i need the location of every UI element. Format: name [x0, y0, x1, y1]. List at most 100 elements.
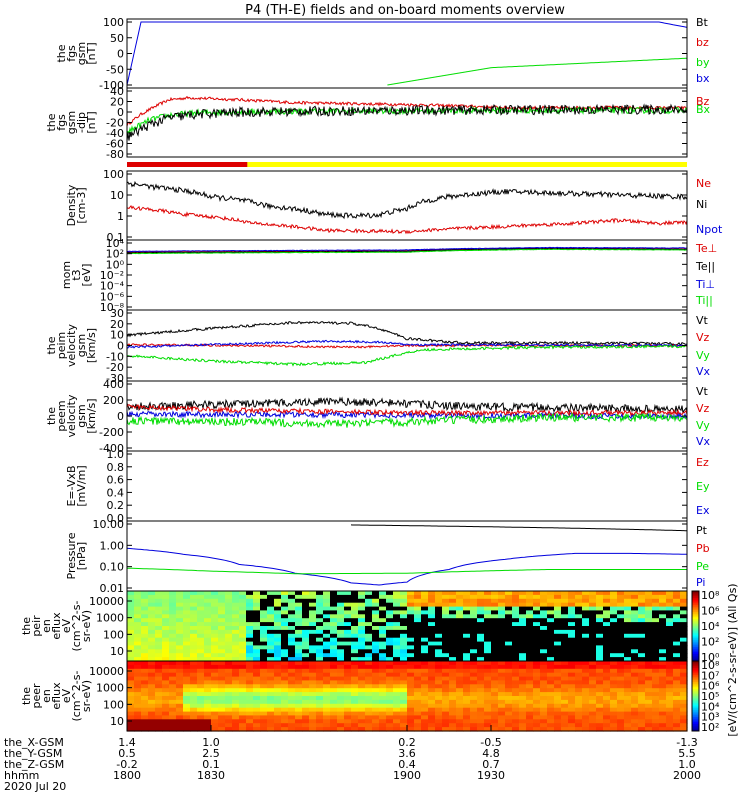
spec-cell [470, 606, 478, 612]
spec-cell [512, 684, 520, 689]
spec-cell [351, 668, 359, 674]
spec-cell [456, 707, 464, 713]
spec-cell [169, 598, 177, 604]
spec-cell [155, 711, 163, 717]
spec-cell [582, 633, 590, 639]
ytick-label: 100 [103, 628, 124, 641]
spec-cell [386, 727, 394, 732]
spec-cell [526, 618, 534, 623]
spec-cell [169, 591, 177, 596]
spec-cell [232, 684, 240, 689]
spec-cell [386, 668, 394, 674]
spec-cell [596, 668, 604, 674]
spec-cell [547, 591, 555, 596]
spec-cell [176, 594, 184, 600]
spec-cell [288, 633, 296, 639]
spec-cell [421, 637, 429, 643]
legend-label: Ez [696, 456, 709, 469]
spec-cell [456, 696, 464, 701]
spec-cell [386, 637, 394, 643]
legend-label: Vt [696, 314, 709, 327]
spec-cell [148, 629, 156, 635]
ytick-label: 0.1 [107, 231, 125, 244]
spec-cell [239, 606, 247, 612]
spec-cell [666, 657, 674, 662]
spec-cell [267, 610, 275, 615]
spec-cell [344, 626, 352, 631]
spec-cell [463, 719, 471, 724]
spec-cell [155, 664, 163, 670]
spec-cell [666, 641, 674, 647]
spec-cell [386, 591, 394, 596]
spec-cell [253, 633, 261, 639]
spec-cell [386, 661, 394, 666]
spec-cell [456, 633, 464, 639]
spec-cell [190, 664, 198, 670]
spec-cell [386, 653, 394, 658]
spec-cell [190, 684, 198, 689]
spec-cell [512, 692, 520, 697]
spec-cell [323, 664, 331, 670]
spec-cell [197, 676, 205, 682]
spec-cell [253, 653, 261, 658]
spec-cell [652, 614, 660, 619]
spec-cell [344, 633, 352, 639]
spec-cell [596, 711, 604, 717]
spec-cell [533, 703, 541, 709]
spec-cell [652, 591, 660, 596]
spec-cell [316, 727, 324, 732]
spec-cell [204, 649, 212, 654]
spec-cell [414, 622, 422, 627]
series-pressure-pe [126, 567, 687, 575]
spec-cell [190, 715, 198, 720]
spec-cell [575, 641, 583, 647]
spec-cell [358, 626, 366, 631]
spec-cell [176, 633, 184, 639]
spec-cell [225, 727, 233, 732]
spec-cell [575, 618, 583, 623]
spec-cell [505, 661, 513, 666]
spec-cell [568, 723, 576, 728]
spec-cell [246, 606, 254, 612]
spec-cell [470, 626, 478, 631]
series-fgs-gsm-by [387, 57, 688, 86]
spec-cell [428, 688, 436, 693]
spec-cell [407, 633, 415, 639]
spec-cell [652, 598, 660, 604]
spec-cell [638, 664, 646, 670]
spec-cell [603, 668, 611, 674]
spec-cell [547, 715, 555, 720]
spec-cell [183, 606, 191, 612]
spec-cell [267, 626, 275, 631]
spec-cell [596, 664, 604, 670]
spec-cell [575, 649, 583, 654]
spec-cell [246, 684, 254, 689]
spec-cell [134, 668, 142, 674]
spec-cell [617, 594, 625, 600]
spec-cell [302, 715, 310, 720]
spec-cell [393, 653, 401, 658]
spec-cell [638, 591, 646, 596]
spec-cell [638, 699, 646, 705]
spec-cell [652, 626, 660, 631]
spec-cell [603, 715, 611, 720]
panel-frame [126, 520, 688, 592]
legend-label: Pi [696, 576, 705, 589]
spec-cell [379, 684, 387, 689]
spec-cell [582, 649, 590, 654]
spec-cell [274, 684, 282, 689]
spec-cell [645, 602, 653, 608]
spec-cell [617, 641, 625, 647]
spec-cell [645, 715, 653, 720]
spec-cell [148, 598, 156, 604]
spec-cell [463, 591, 471, 596]
spec-cell [561, 672, 569, 678]
spec-cell [134, 626, 142, 631]
spec-cell [554, 649, 562, 654]
panel-fgs-gsm-dip [126, 87, 688, 158]
spec-cell [295, 680, 303, 685]
spec-cell [554, 645, 562, 650]
spec-cell [540, 606, 548, 612]
spec-cell [582, 614, 590, 619]
spec-cell [211, 591, 219, 596]
